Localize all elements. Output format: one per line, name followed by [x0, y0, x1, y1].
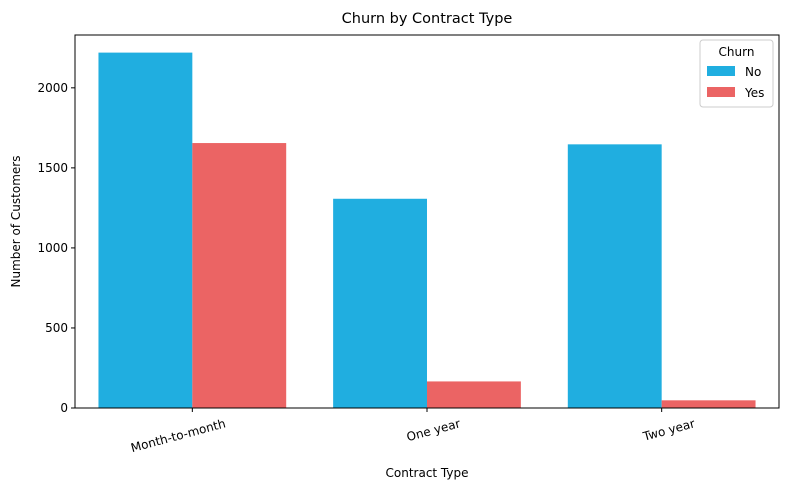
legend-swatch-no: [707, 66, 735, 76]
bars-group: [98, 52, 756, 409]
y-axis: 0 500 1000 1500 2000: [37, 81, 75, 415]
x-axis-label: Contract Type: [386, 466, 469, 480]
y-tick-label: 2000: [37, 81, 68, 95]
bar-no-two-year: [567, 144, 662, 408]
legend-title: Churn: [719, 45, 755, 59]
legend-swatch-yes: [707, 87, 735, 97]
chart-title: Churn by Contract Type: [342, 11, 513, 27]
x-tick-label: Month-to-month: [129, 416, 227, 455]
y-tick-label: 500: [45, 321, 68, 335]
bar-yes-two-year: [661, 400, 756, 408]
legend-label-no: No: [745, 65, 761, 79]
bar-yes-one-year: [427, 381, 521, 408]
x-axis: Month-to-month One year Two year: [129, 408, 696, 455]
bar-no-month-to-month: [98, 52, 193, 409]
y-axis-label: Number of Customers: [9, 156, 23, 288]
x-tick-label: Two year: [641, 416, 697, 444]
bar-yes-month-to-month: [192, 143, 287, 409]
y-tick-label: 1000: [37, 241, 68, 255]
y-tick-label: 1500: [37, 161, 68, 175]
legend: Churn No Yes: [699, 39, 774, 108]
x-tick-label: One year: [405, 416, 462, 444]
bar-no-one-year: [333, 198, 427, 408]
legend-label-yes: Yes: [744, 86, 764, 100]
y-tick-label: 0: [60, 401, 68, 415]
